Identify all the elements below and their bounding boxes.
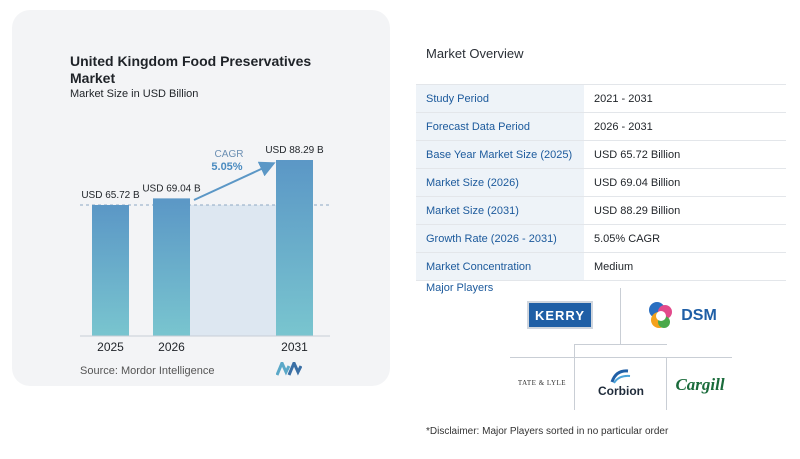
tate-lyle-logo: TATE & LYLE — [517, 379, 567, 387]
mordor-intelligence-icon — [276, 362, 302, 376]
corbion-logo: Corbion — [578, 358, 664, 408]
overview-row: Market Concentration Medium — [416, 252, 786, 281]
x-tick-label: 2031 — [281, 340, 308, 354]
overview-label: Study Period — [416, 84, 584, 113]
overview-row: Base Year Market Size (2025) USD 65.72 Bi… — [416, 140, 786, 169]
overview-row: Study Period 2021 - 2031 — [416, 84, 786, 113]
kerry-logo: KERRY — [527, 301, 593, 329]
overview-value: USD 69.04 Billion — [584, 168, 786, 197]
bar-2026 — [153, 198, 190, 336]
overview-row: Market Size (2031) USD 88.29 Billion — [416, 196, 786, 225]
overview-label: Growth Rate (2026 - 2031) — [416, 224, 584, 253]
overview-label: Market Size (2026) — [416, 168, 584, 197]
overview-row: Market Size (2026) USD 69.04 Billion — [416, 168, 786, 197]
source-label: Source: Mordor Intelligence — [80, 365, 215, 377]
overview-value: USD 88.29 Billion — [584, 196, 786, 225]
bar-2031 — [276, 160, 313, 336]
disclaimer: *Disclaimer: Major Players sorted in no … — [426, 426, 669, 437]
overview-label: Market Concentration — [416, 252, 584, 281]
overview-value: 5.05% CAGR — [584, 224, 786, 253]
cargill-logo: Cargill — [675, 375, 725, 394]
corbion-icon — [610, 369, 631, 384]
x-tick-label: 2026 — [158, 340, 185, 354]
overview-value: 2026 - 2031 — [584, 112, 786, 141]
growth-band — [190, 205, 276, 336]
overview-table: Study Period 2021 - 2031 Forecast Data Per… — [416, 84, 786, 281]
overview-value: USD 65.72 Billion — [584, 140, 786, 169]
overview-label: Forecast Data Period — [416, 112, 584, 141]
x-tick-label: 2025 — [97, 340, 124, 354]
overview-label: Base Year Market Size (2025) — [416, 140, 584, 169]
cagr-label: CAGR — [215, 149, 244, 160]
overview-title: Market Overview — [426, 46, 524, 61]
bar-value-label: USD 65.72 B — [81, 190, 140, 201]
major-players-logos: KERRY DSM TATE & LYLE Corbion Cargill — [510, 288, 732, 410]
bar-value-label: USD 69.04 B — [142, 183, 201, 194]
bar-chart: USD 65.72 B 2025 USD 69.04 B 2026 USD 88.29 … — [80, 145, 330, 354]
overview-row: Growth Rate (2026 - 2031) 5.05% CAGR — [416, 224, 786, 253]
chart-subtitle: Market Size in USD Billion — [70, 88, 199, 100]
overview-value: Medium — [584, 252, 786, 281]
overview-value: 2021 - 2031 — [584, 84, 786, 113]
cagr-value: 5.05% — [211, 161, 242, 173]
overview-row: Forecast Data Period 2026 - 2031 — [416, 112, 786, 141]
major-players-title: Major Players — [426, 282, 494, 294]
overview-label: Market Size (2031) — [416, 196, 584, 225]
dsm-logo: DSM — [638, 296, 722, 336]
cagr-arrow — [193, 161, 276, 201]
chart-title: United Kingdom Food Preservatives Market — [70, 53, 312, 86]
bar-value-label: USD 88.29 B — [265, 145, 324, 156]
bar-2025 — [92, 205, 129, 336]
dsm-icon — [649, 302, 673, 328]
